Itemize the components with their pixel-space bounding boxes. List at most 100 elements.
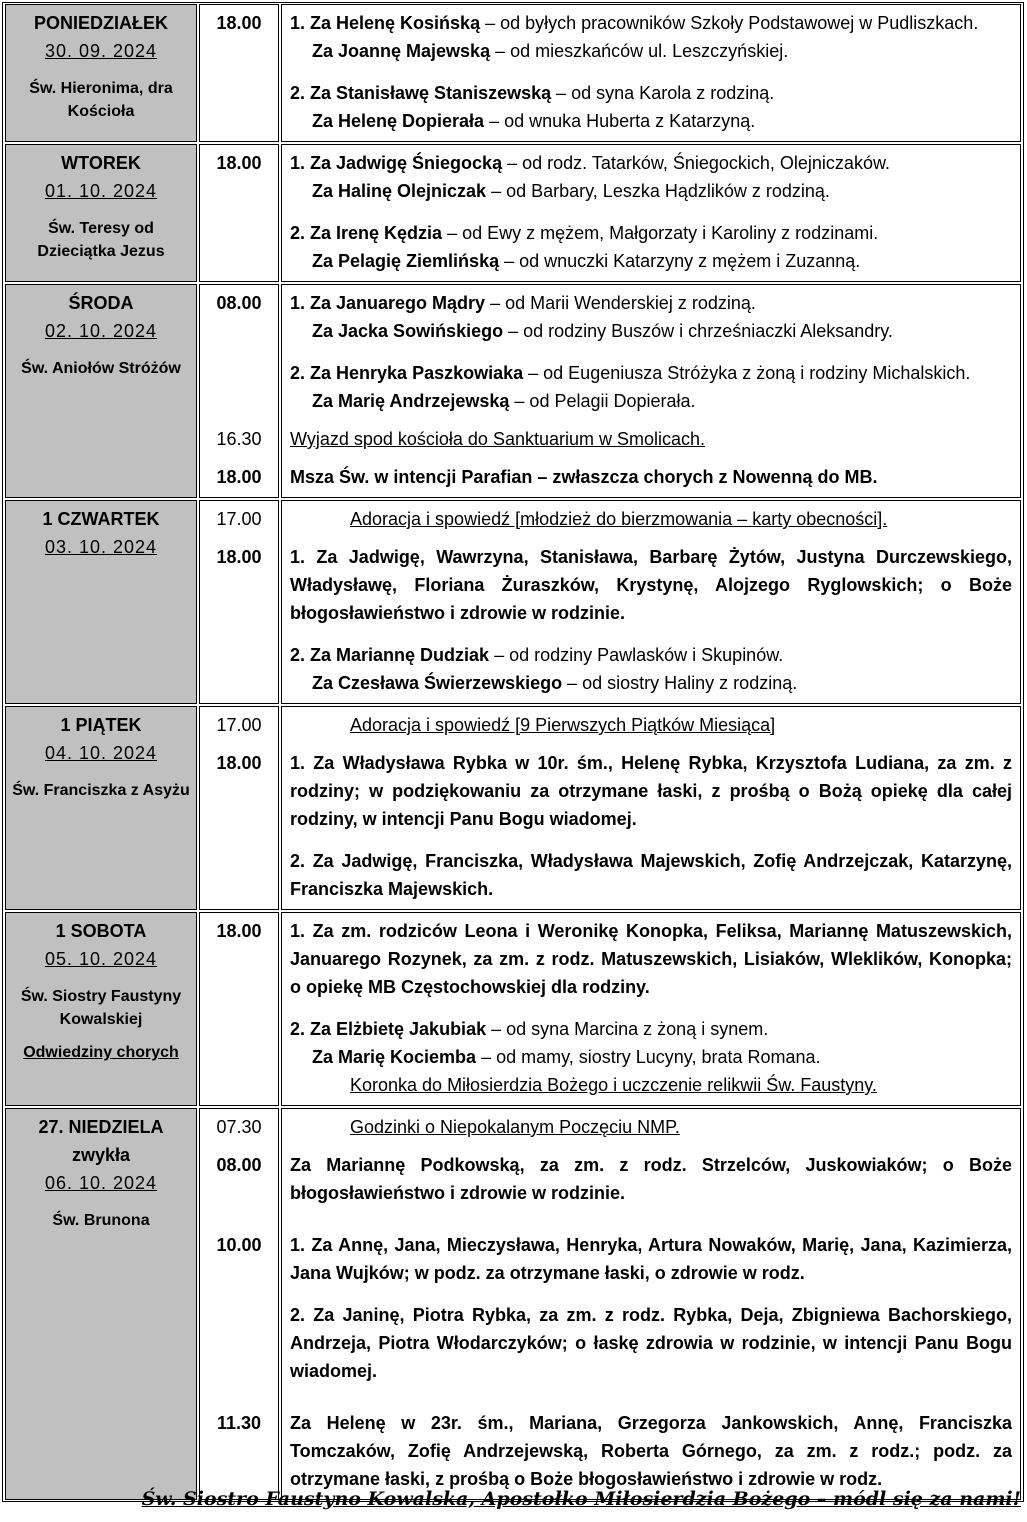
intention-detail: Godzinki o Niepokalanym Poczęciu NMP. xyxy=(350,1117,680,1137)
day-block-row: 1 PIĄTEK 04. 10. 2024 Św. Franciszka z Asy… xyxy=(5,706,1021,910)
intention-detail: – od rodziny Buszów i chrześniaczki Alek… xyxy=(503,321,893,341)
intention-text: 1. Za Jadwigę, Wawrzyna, Stanisława, Bar… xyxy=(290,543,1012,627)
intention-detail: – od syna Karola z rodziną. xyxy=(551,83,775,103)
mass-time-cell: 11.30 xyxy=(199,1391,279,1500)
day-block-row: ŚRODA 02. 10. 2024 Św. Aniołów Stróżów 08.0… xyxy=(5,284,1021,498)
day-block-row: 1 CZWARTEK 03. 10. 2024 17.00 Adoracja i sp… xyxy=(5,500,1021,704)
intention-name: Za Czesława Świerzewskiego xyxy=(312,673,563,693)
intention-text: Za Helenę w 23r. śm., Mariana, Grzegorza… xyxy=(290,1409,1012,1493)
intention-text: 2. Za Stanisławę Staniszewską – od syna … xyxy=(290,79,1012,107)
mass-time-cell: 18.00 xyxy=(199,459,279,498)
intention-detail: – od Ewy z mężem, Małgorzaty i Karoliny … xyxy=(442,223,879,243)
intentions-cell: 1. Za Jadwigę, Wawrzyna, Stanisława, Bar… xyxy=(281,539,1021,704)
mass-time: 18.00 xyxy=(216,921,262,941)
day-cell: 1 SOBOTA 05. 10. 2024 Św. Siostry Faustyny… xyxy=(5,912,197,1106)
day-name: ŚRODA xyxy=(68,293,134,313)
intentions-cell: Adoracja i spowiedź [9 Pierwszych Piątkó… xyxy=(281,706,1021,745)
intention-block: 1. Za Annę, Jana, Mieczysława, Henryka, … xyxy=(290,1231,1012,1391)
day-saint: Św. Franciszka z Asyżu xyxy=(12,782,190,799)
intention-text: 1. Za zm. rodziców Leona i Weronikę Kono… xyxy=(290,917,1012,1001)
day-block-row: 18.00 1. Za Jadwigę, Wawrzyna, Stanisława… xyxy=(5,539,1021,704)
intentions-cell: Adoracja i spowiedź [młodzież do bierzmo… xyxy=(281,500,1021,539)
intention-name: Za Helenę Dopierała xyxy=(312,111,485,131)
mass-time-cell: 18.00 xyxy=(199,745,279,910)
day-name: 1 CZWARTEK xyxy=(42,509,160,529)
intention-text: Za Marię Andrzejewską – od Pelagii Dopie… xyxy=(290,387,1012,415)
intention-name: Za Pelagię Ziemlińską xyxy=(312,251,500,271)
intention-name: 1. Za Helenę Kosińską xyxy=(290,13,481,33)
mass-time-cell: 10.00 xyxy=(199,1213,279,1391)
intention-text: Adoracja i spowiedź [młodzież do bierzmo… xyxy=(290,505,1012,533)
intention-text: 2. Za Irenę Kędzia – od Ewy z mężem, Mał… xyxy=(290,219,1012,247)
day-block-row: 10.00 1. Za Annę, Jana, Mieczysława, Henr… xyxy=(5,1213,1021,1391)
intention-text: Za Pelagię Ziemlińską – od wnuczki Katar… xyxy=(290,247,1012,275)
intention-name: 1. Za Jadwigę Śniegocką xyxy=(290,153,503,173)
day-cell: 1 PIĄTEK 04. 10. 2024 Św. Franciszka z Asy… xyxy=(5,706,197,910)
day-cell: ŚRODA 02. 10. 2024 Św. Aniołów Stróżów xyxy=(5,284,197,498)
intention-block: Wyjazd spod kościoła do Sanktuarium w Sm… xyxy=(290,425,1012,459)
mass-time: 18.00 xyxy=(216,467,262,487)
mass-time: 07.30 xyxy=(216,1117,262,1137)
mass-time: 17.00 xyxy=(216,715,262,735)
mass-time-cell: 18.00 xyxy=(199,912,279,1106)
day-name: 1 SOBOTA xyxy=(55,921,147,941)
intention-detail: – od mieszkańców ul. Leszczyńskiej. xyxy=(490,41,789,61)
intention-name: 2. Za Henryka Paszkowiaka xyxy=(290,363,524,383)
intention-detail: – od mamy, siostry Lucyny, brata Romana. xyxy=(476,1047,821,1067)
intention-name: Msza Św. w intencji Parafian – zwłaszcza… xyxy=(290,467,878,487)
intention-name: Za Helenę w 23r. śm., Mariana, Grzegorza… xyxy=(290,1413,1012,1489)
intention-text: 1. Za Władysława Rybka w 10r. śm., Helen… xyxy=(290,749,1012,833)
intention-text: Wyjazd spod kościoła do Sanktuarium w Sm… xyxy=(290,425,1012,453)
mass-time: 18.00 xyxy=(216,153,262,173)
intention-name: 2. Za Mariannę Dudziak xyxy=(290,645,490,665)
intention-text: 2. Za Janinę, Piotra Rybka, za zm. z rod… xyxy=(290,1301,1012,1385)
intention-name: 2. Za Jadwigę, Franciszka, Władysława Ma… xyxy=(290,851,1012,899)
mass-time-cell: 07.30 xyxy=(199,1108,279,1147)
mass-time-cell: 08.00 xyxy=(199,1147,279,1213)
intention-name: 2. Za Elżbietę Jakubiak xyxy=(290,1019,487,1039)
intention-text: Za Czesława Świerzewskiego – od siostry … xyxy=(290,669,1012,697)
day-name: 1 PIĄTEK xyxy=(60,715,142,735)
intention-text: Msza Św. w intencji Parafian – zwłaszcza… xyxy=(290,463,1012,491)
mass-time-cell: 08.00 xyxy=(199,284,279,421)
intention-block: Adoracja i spowiedź [młodzież do bierzmo… xyxy=(290,505,1012,539)
intention-text: Za Marię Kociemba – od mamy, siostry Luc… xyxy=(290,1043,1012,1071)
day-saint: Św. Brunona xyxy=(52,1212,150,1229)
intention-name: Za Marię Kociemba xyxy=(312,1047,477,1067)
day-date: 04. 10. 2024 xyxy=(44,743,158,763)
intention-text: 1. Za Helenę Kosińską – od byłych pracow… xyxy=(290,9,1012,37)
intention-text: Za Helenę Dopierała – od wnuka Huberta z… xyxy=(290,107,1012,135)
intention-block: Za Helenę w 23r. śm., Mariana, Grzegorza… xyxy=(290,1409,1012,1499)
intention-text: Za Jacka Sowińskiego – od rodziny Buszów… xyxy=(290,317,1012,345)
day-saint: Św. Teresy od Dzieciątka Jezus xyxy=(37,220,165,260)
mass-time: 10.00 xyxy=(216,1235,262,1255)
day-saint: Św. Aniołów Stróżów xyxy=(21,360,181,377)
day-saint: Św. Siostry Faustyny Kowalskiej xyxy=(20,988,182,1028)
intention-name: Za Mariannę Podkowską, za zm. z rodz. St… xyxy=(290,1155,1012,1203)
intention-name: 2. Za Stanisławę Staniszewską xyxy=(290,83,552,103)
day-date: 03. 10. 2024 xyxy=(44,537,158,557)
day-cell: 27. NIEDZIELA zwykła 06. 10. 2024 Św. Brun… xyxy=(5,1108,197,1500)
intention-name: Za Jacka Sowińskiego xyxy=(312,321,504,341)
day-block-row: 11.30 Za Helenę w 23r. śm., Mariana, Grze… xyxy=(5,1391,1021,1500)
mass-time: 08.00 xyxy=(216,293,262,313)
day-date: 30. 09. 2024 xyxy=(44,41,158,61)
intention-block: 1. Za Władysława Rybka w 10r. śm., Helen… xyxy=(290,749,1012,909)
intention-text: 2. Za Mariannę Dudziak – od rodziny Pawl… xyxy=(290,641,1012,669)
intention-block: 1. Za Jadwigę, Wawrzyna, Stanisława, Bar… xyxy=(290,543,1012,703)
day-date: 06. 10. 2024 xyxy=(44,1173,158,1193)
mass-time: 17.00 xyxy=(216,509,262,529)
day-name: PONIEDZIAŁEK xyxy=(33,13,168,33)
day-block-row: 1 SOBOTA 05. 10. 2024 Św. Siostry Faustyny… xyxy=(5,912,1021,1106)
day-block-row: 18.00 Msza Św. w intencji Parafian – zwła… xyxy=(5,459,1021,498)
intention-text: 1. Za Januarego Mądry – od Marii Wenders… xyxy=(290,289,1012,317)
intentions-cell: Godzinki o Niepokalanym Poczęciu NMP. xyxy=(281,1108,1021,1147)
day-name: 27. NIEDZIELA zwykła xyxy=(38,1117,164,1165)
mass-time-cell: 18.00 xyxy=(199,4,279,142)
intention-detail: – od Pelagii Dopierała. xyxy=(509,391,696,411)
intention-block: Msza Św. w intencji Parafian – zwłaszcza… xyxy=(290,463,1012,497)
day-date: 02. 10. 2024 xyxy=(44,321,158,341)
intentions-cell: Za Helenę w 23r. śm., Mariana, Grzegorza… xyxy=(281,1391,1021,1500)
day-block-row: 27. NIEDZIELA zwykła 06. 10. 2024 Św. Brun… xyxy=(5,1108,1021,1500)
intention-detail: – od syna Marcina z żoną i synem. xyxy=(486,1019,769,1039)
